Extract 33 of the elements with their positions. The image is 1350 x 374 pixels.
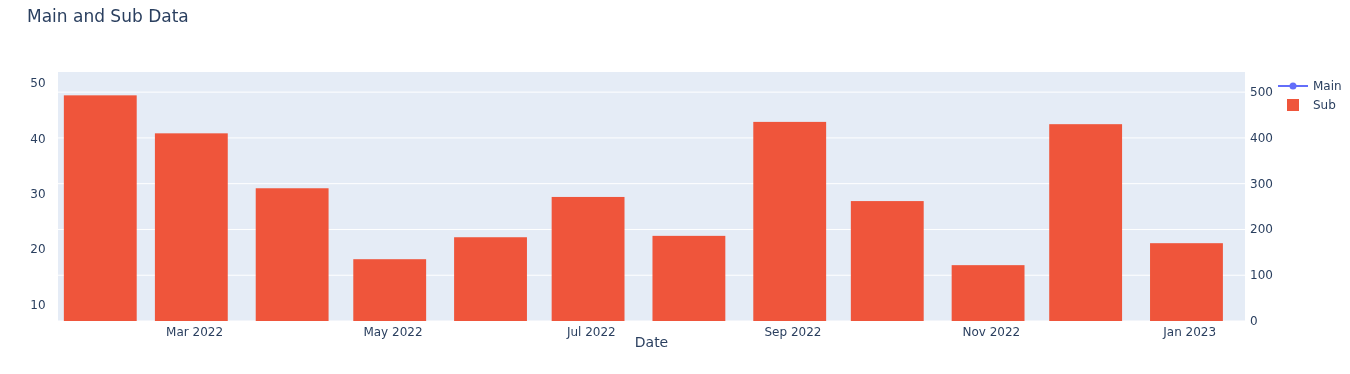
y-tick-label: 40 bbox=[30, 131, 46, 146]
x-tick-label: Nov 2022 bbox=[962, 325, 1021, 339]
x-tick-label: Mar 2022 bbox=[166, 325, 224, 339]
x-tick-label: May 2022 bbox=[363, 325, 423, 339]
x-tick-label: Jul 2022 bbox=[565, 325, 616, 339]
y2-tick-label: 200 bbox=[1250, 222, 1273, 237]
chart-title: Main and Sub Data bbox=[27, 6, 189, 26]
x-tick-label: Sep 2022 bbox=[764, 325, 822, 339]
y-tick-label: 30 bbox=[30, 187, 46, 201]
legend-label: Main bbox=[1313, 79, 1342, 93]
bar bbox=[1150, 243, 1223, 321]
bar bbox=[753, 121, 827, 321]
y-tick-label: 50 bbox=[30, 76, 46, 91]
y-tick-label: 10 bbox=[30, 297, 46, 312]
y2-tick-label: 0 bbox=[1250, 314, 1258, 328]
bar bbox=[255, 188, 329, 321]
x-axis-title: Date bbox=[634, 334, 669, 350]
bar bbox=[63, 95, 137, 321]
bar bbox=[652, 235, 726, 321]
bar bbox=[1049, 124, 1123, 321]
y-tick-label: 20 bbox=[30, 242, 46, 257]
bar bbox=[551, 196, 625, 321]
y2-tick-label: 100 bbox=[1250, 268, 1273, 283]
bar bbox=[454, 237, 527, 321]
bar bbox=[154, 133, 228, 321]
bar bbox=[951, 265, 1025, 321]
y2-tick-label: 500 bbox=[1250, 85, 1273, 100]
bar bbox=[353, 259, 427, 321]
y2-tick-label: 400 bbox=[1250, 130, 1273, 145]
x-tick-label: Jan 2023 bbox=[1162, 325, 1217, 339]
y2-tick-label: 300 bbox=[1250, 176, 1273, 191]
bar bbox=[850, 201, 924, 321]
legend-label: Sub bbox=[1313, 98, 1336, 112]
